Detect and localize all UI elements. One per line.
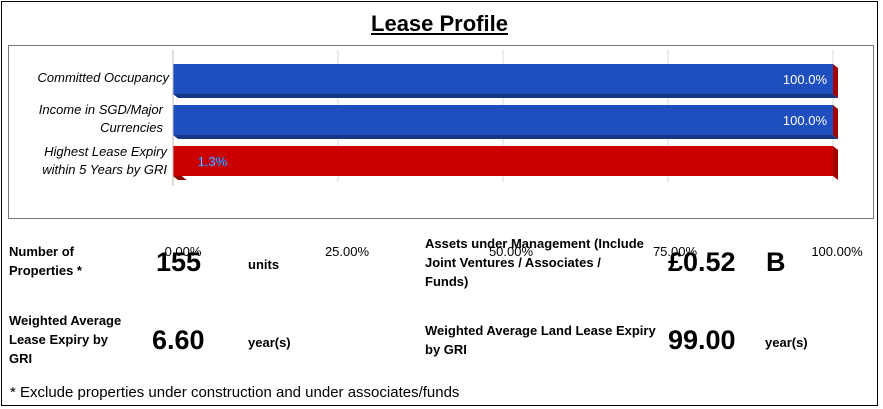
bar-bottom-face <box>173 176 187 180</box>
x-tick-label: 100.00% <box>811 244 863 259</box>
x-tick-label: 50.00% <box>488 244 534 259</box>
x-tick-label: 0.00% <box>164 244 202 259</box>
properties-label: Number of Properties * <box>9 244 82 278</box>
bar <box>173 64 833 94</box>
land-lease-unit: year(s) <box>765 335 808 350</box>
properties-value: 155 <box>156 247 202 277</box>
aum-value: £0.52 <box>668 247 736 277</box>
x-tick-label: 25.00% <box>324 244 370 259</box>
bar <box>173 146 182 176</box>
bar-bottom-face <box>173 135 838 139</box>
x-tick-label: 75.00% <box>652 244 698 259</box>
footnote: * Exclude properties under construction … <box>10 384 460 401</box>
bar-bottom-face <box>173 94 838 98</box>
aum-label: Assets under Management (Include Joint V… <box>425 236 644 289</box>
wale-value: 6.60 <box>152 325 205 355</box>
land-lease-value: 99.00 <box>668 325 736 355</box>
category-label: Highest Lease Expiry within 5 Years by G… <box>42 144 167 177</box>
bar-track <box>173 146 833 176</box>
data-label: 100.0% <box>783 113 828 128</box>
bar <box>173 105 833 135</box>
data-label: 100.0% <box>783 72 828 87</box>
properties-unit: units <box>248 257 280 272</box>
bar-chart: 100.0% 100.0% 1.3% Committed Occupancy Inc… <box>8 45 874 259</box>
chart-canvas: 100.0% 100.0% 1.3% <box>172 50 838 186</box>
aum-unit: B <box>766 247 786 277</box>
land-lease-label: Weighted Average Land Lease Expiry by GR… <box>425 323 656 357</box>
wale-unit: year(s) <box>248 335 291 350</box>
panel-title: Lease Profile <box>371 11 508 36</box>
data-label: 1.3% <box>198 154 228 169</box>
wale-label: Weighted Average Lease Expiry by GRI <box>9 313 122 366</box>
category-label: Committed Occupancy <box>37 70 170 85</box>
category-label: Income in SGD/Major Currencies <box>38 102 163 135</box>
